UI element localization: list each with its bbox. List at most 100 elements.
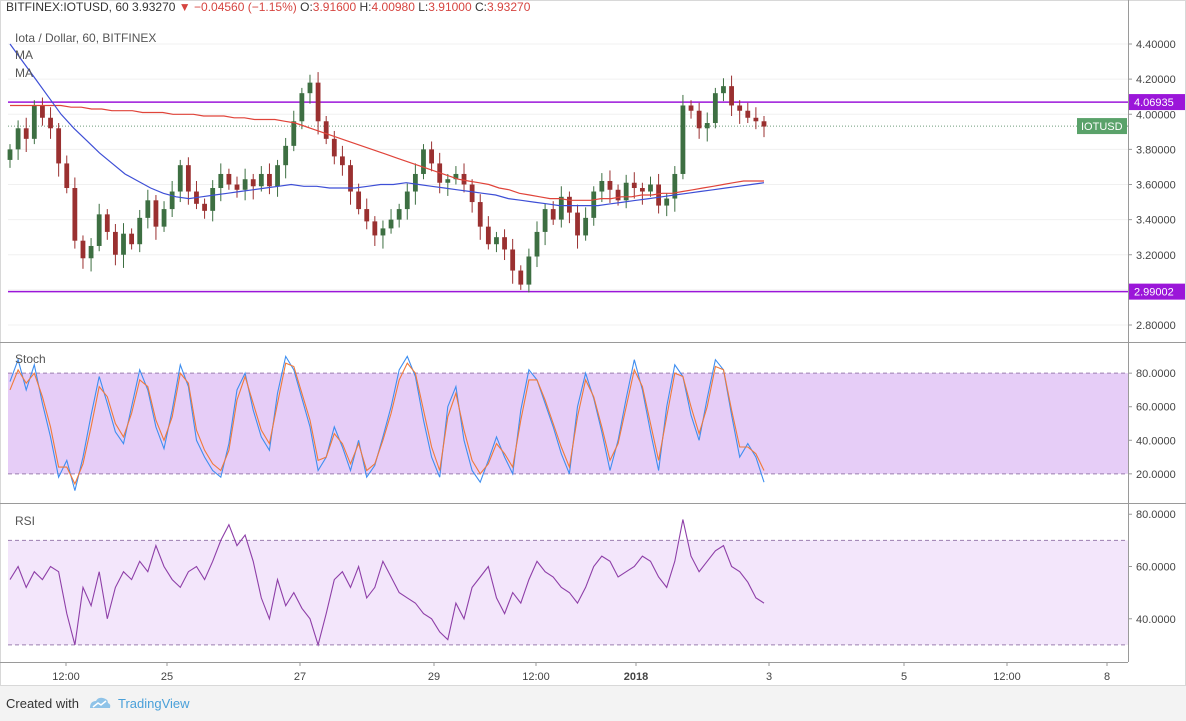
candle-body (558, 196, 564, 220)
candle-body (380, 228, 386, 236)
price-tick-label: 3.40000 (1136, 215, 1176, 227)
footer: Created with TradingView (0, 686, 1186, 721)
candle-body (761, 121, 767, 127)
price-tick-label: 3.80000 (1136, 144, 1176, 156)
candle-body (656, 184, 662, 206)
time-tick-label: 12:00 (993, 671, 1021, 683)
candle-body (623, 182, 629, 201)
candle-body (372, 221, 378, 236)
candle-body (250, 179, 256, 187)
candle-body (534, 231, 540, 257)
candle-body (607, 180, 613, 190)
candle-body (396, 209, 402, 220)
candle-body (307, 82, 313, 94)
time-tick-label: 29 (428, 671, 440, 683)
candle-body (631, 182, 637, 189)
candle-body (745, 110, 751, 118)
candle-body (599, 180, 605, 192)
rsi-title[interactable]: RSI (15, 514, 36, 528)
level-price-tag (1129, 94, 1185, 111)
candle-body (404, 191, 410, 210)
price-tick-label: 2.80000 (1136, 320, 1176, 332)
candle-body (153, 200, 159, 227)
ma-blue-line (9, 43, 765, 207)
candle-body (421, 149, 426, 174)
candle-body (753, 117, 759, 122)
candle-body (291, 121, 297, 146)
candle-body (429, 149, 434, 164)
high-value: 4.00980 (371, 0, 415, 14)
candle-body (315, 82, 321, 122)
candle-body (550, 209, 556, 220)
candle-body (258, 173, 264, 187)
candle-body (388, 219, 394, 229)
level-price-label: 4.06935 (1134, 97, 1174, 109)
created-with-text: Created with (6, 696, 79, 711)
tradingview-brand-link[interactable]: TradingView (118, 696, 190, 711)
price-tick-label: 4.20000 (1136, 74, 1176, 86)
candle-body (364, 209, 370, 222)
candle-body (518, 270, 524, 285)
candle-body (648, 184, 653, 192)
low-label: L: (418, 0, 429, 14)
symbol-name: BITFINEX:IOTUSD, 60 (6, 0, 129, 14)
candle-body (161, 209, 167, 227)
candle-body (234, 184, 240, 190)
high-label: H: (359, 0, 372, 14)
candle-body (567, 196, 572, 213)
oscillator-band (8, 373, 1128, 474)
candle-body (185, 165, 191, 192)
candle-body (502, 237, 507, 250)
ma-red-line (10, 104, 764, 201)
candle-body (202, 203, 207, 211)
oscillator-line (9, 362, 765, 486)
candle-body (80, 240, 86, 259)
candle-body (340, 156, 345, 166)
candle-body (31, 105, 37, 139)
candle-body (542, 209, 548, 232)
oscillator-band (8, 540, 1128, 645)
candle-body (145, 200, 151, 218)
oscillator-tick-label: 80.0000 (1136, 368, 1176, 380)
candle-body (348, 165, 353, 192)
candle-body (485, 226, 491, 245)
candle-body (129, 233, 135, 245)
candle-body (461, 173, 467, 185)
candle-body (72, 188, 78, 241)
level-price-tag (1129, 283, 1185, 300)
ma-legend-1[interactable]: MA (15, 48, 33, 62)
price-tick-label: 4.00000 (1136, 109, 1176, 121)
time-tick-label: 12:00 (52, 671, 80, 683)
candle-body (104, 214, 110, 232)
candle-body (218, 173, 224, 189)
close-label: C: (475, 0, 487, 14)
stoch-title[interactable]: Stoch (15, 352, 46, 366)
candle-body (356, 191, 362, 210)
candle-body (267, 173, 272, 187)
time-tick-label: 12:00 (522, 671, 550, 683)
candle-body (275, 165, 280, 187)
level-price-label: 2.99002 (1134, 287, 1174, 299)
candle-body (575, 212, 580, 236)
price-tick-label: 3.60000 (1136, 180, 1176, 192)
candle-body (712, 93, 718, 124)
candle-body (283, 145, 289, 166)
candle-body (48, 117, 53, 129)
candle-body (323, 121, 329, 139)
oscillator-tick-label: 40.0000 (1136, 435, 1176, 447)
candle-body (477, 202, 483, 227)
candle-body (672, 173, 678, 199)
oscillator-tick-label: 40.0000 (1136, 614, 1176, 626)
price-tick-label: 4.40000 (1136, 39, 1176, 51)
time-tick-label: 27 (294, 671, 306, 683)
symbol-header: BITFINEX:IOTUSD, 60 3.93270 ▼ −0.04560 (… (6, 0, 530, 14)
candle-body (639, 188, 645, 192)
candle-body (40, 105, 45, 118)
candle-body (526, 256, 532, 285)
ma-legend-2[interactable]: MA (15, 66, 33, 80)
candle-body (226, 173, 232, 185)
candle-body (721, 86, 726, 94)
time-tick-label: 25 (161, 671, 173, 683)
candle-body (56, 128, 62, 164)
